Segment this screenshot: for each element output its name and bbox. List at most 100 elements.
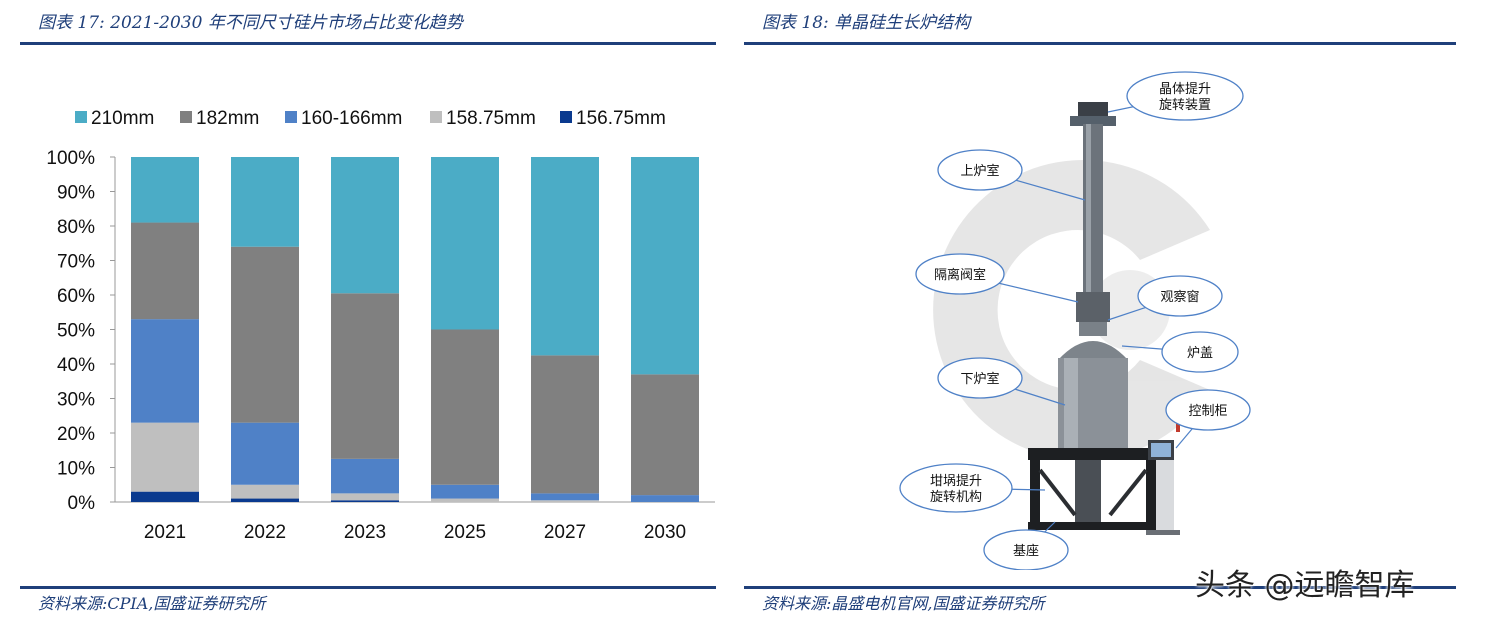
right-title-rule (744, 42, 1456, 45)
callout-label: 炉盖 (1187, 346, 1213, 361)
callout-bubble (1161, 331, 1239, 373)
bar-segment-160-166mm (431, 484, 499, 499)
legend-label: 158.75mm (446, 108, 536, 129)
y-tick-label: 30% (57, 390, 95, 411)
x-tick-label: 2030 (644, 522, 686, 543)
x-axis-labels: 2021 2022 2023 2025 2027 2030 (144, 522, 686, 543)
legend-label: 210mm (91, 108, 154, 129)
bar-segment-160-166mm (331, 458, 399, 494)
right-panel-title: 图表 18: 单晶硅生长炉结构 (762, 13, 971, 33)
callout-bubble (983, 529, 1069, 570)
bar-segment-160-166mm (531, 493, 599, 501)
y-tick-label: 80% (57, 217, 95, 238)
callout-label: 观察窗 (1160, 289, 1199, 305)
control-cabinet-unit (1146, 410, 1180, 535)
legend-swatch (285, 111, 297, 123)
bar-segment-210mm (431, 157, 499, 330)
callout-bubble (1137, 275, 1223, 317)
chart-legend: 210mm 182mm 160-166mm 158.75mm 156.75mm (75, 108, 666, 129)
bar-segment-158.75mm (431, 498, 499, 502)
x-tick-label: 2025 (444, 522, 486, 543)
bar-stack-2027 (531, 157, 599, 502)
bar-segment-210mm (231, 157, 299, 247)
bar-segment-160-166mm (631, 495, 699, 502)
callout-bubble (937, 357, 1023, 399)
right-source-rule (744, 586, 1456, 589)
bar-segment-158.75mm (231, 484, 299, 499)
y-tick-label: 60% (57, 286, 95, 307)
bar-segment-210mm (631, 157, 699, 375)
callout-bubble (915, 253, 1005, 295)
left-title-rule (20, 42, 716, 45)
bar-segment-160-166mm (231, 422, 299, 485)
bar-segment-158.75mm (331, 493, 399, 501)
right-panel-source: 资料来源:晶盛电机官网,国盛证券研究所 (762, 594, 1045, 613)
bar-segment-156.75mm (131, 491, 199, 502)
bar-segment-158.75mm (131, 422, 199, 492)
bar-segment-182mm (231, 246, 299, 423)
bar-segment-182mm (531, 355, 599, 494)
callout-label: 控制柜 (1188, 404, 1227, 419)
callout-upper-chamber: 上炉室 (937, 149, 1086, 201)
callout-label: 隔离阀室 (934, 267, 986, 283)
y-tick-label: 40% (57, 355, 95, 376)
seed-lift-device (1070, 102, 1116, 126)
bar-segment-156.75mm (331, 500, 399, 502)
stacked-bar-chart: 210mm 182mm 160-166mm 158.75mm 156.75mm 0% 10… (46, 108, 715, 543)
legend-item-210mm: 210mm (75, 108, 154, 129)
y-tick-label: 20% (57, 424, 95, 445)
bar-segment-182mm (331, 293, 399, 459)
callout-base: 基座 (983, 521, 1069, 570)
bar-segment-156.75mm (231, 498, 299, 502)
y-tick-label: 90% (57, 183, 95, 204)
bar-stack-2022 (231, 157, 299, 502)
bar-segment-182mm (431, 329, 499, 485)
legend-swatch (75, 111, 87, 123)
y-tick-label: 50% (57, 321, 95, 342)
y-tick-label: 10% (57, 459, 95, 480)
legend-item-160-166mm: 160-166mm (285, 108, 402, 129)
callout-label: 坩埚提升 (930, 473, 982, 489)
bar-groups (131, 157, 699, 502)
legend-swatch (560, 111, 572, 123)
isolation-valve-body (1076, 292, 1110, 322)
left-panel-source: 资料来源:CPIA,国盛证券研究所 (38, 594, 266, 613)
legend-swatch (180, 111, 192, 123)
y-tick-label: 100% (46, 148, 95, 169)
base-frame (1028, 448, 1158, 530)
y-axis: 0% 10% 20% 30% 40% 50% 60% 70% 80% 90% 100% (46, 148, 715, 514)
callout-label: 基座 (1013, 544, 1039, 559)
bar-segment-210mm (131, 157, 199, 223)
left-source-rule (20, 586, 716, 589)
bar-stack-2030 (631, 157, 699, 502)
x-tick-label: 2022 (244, 522, 286, 543)
legend-label: 182mm (196, 108, 259, 129)
bar-segment-182mm (631, 374, 699, 496)
y-tick-label: 0% (68, 493, 96, 514)
bar-stack-2025 (431, 157, 499, 502)
legend-label: 160-166mm (301, 108, 402, 129)
callout-label: 旋转机构 (930, 490, 982, 505)
bar-stack-2023 (331, 157, 399, 502)
bar-segment-210mm (331, 157, 399, 294)
callout-furnace-lid: 炉盖 (1121, 331, 1239, 373)
bar-segment-210mm (531, 157, 599, 356)
x-tick-label: 2023 (344, 522, 386, 543)
callout-isolation-valve: 隔离阀室 (915, 253, 1079, 303)
x-tick-label: 2027 (544, 522, 586, 543)
left-panel-title: 图表 17: 2021-2030 年不同尺寸硅片市场占比变化趋势 (38, 13, 463, 33)
callout-control-cabinet: 控制柜 (1165, 389, 1251, 449)
watermark-text: 头条 @远瞻智库 (1195, 568, 1415, 603)
bar-stack-2021 (131, 157, 199, 502)
callout-bubble (1165, 389, 1251, 431)
callout-label: 上炉室 (960, 163, 999, 179)
callout-label: 旋转装置 (1159, 98, 1211, 113)
bar-segment-160-166mm (131, 319, 199, 423)
legend-item-182mm: 182mm (180, 108, 259, 129)
callout-view-window: 观察窗 (1107, 275, 1223, 321)
bar-segment-182mm (131, 222, 199, 320)
callout-bubble (937, 149, 1023, 191)
